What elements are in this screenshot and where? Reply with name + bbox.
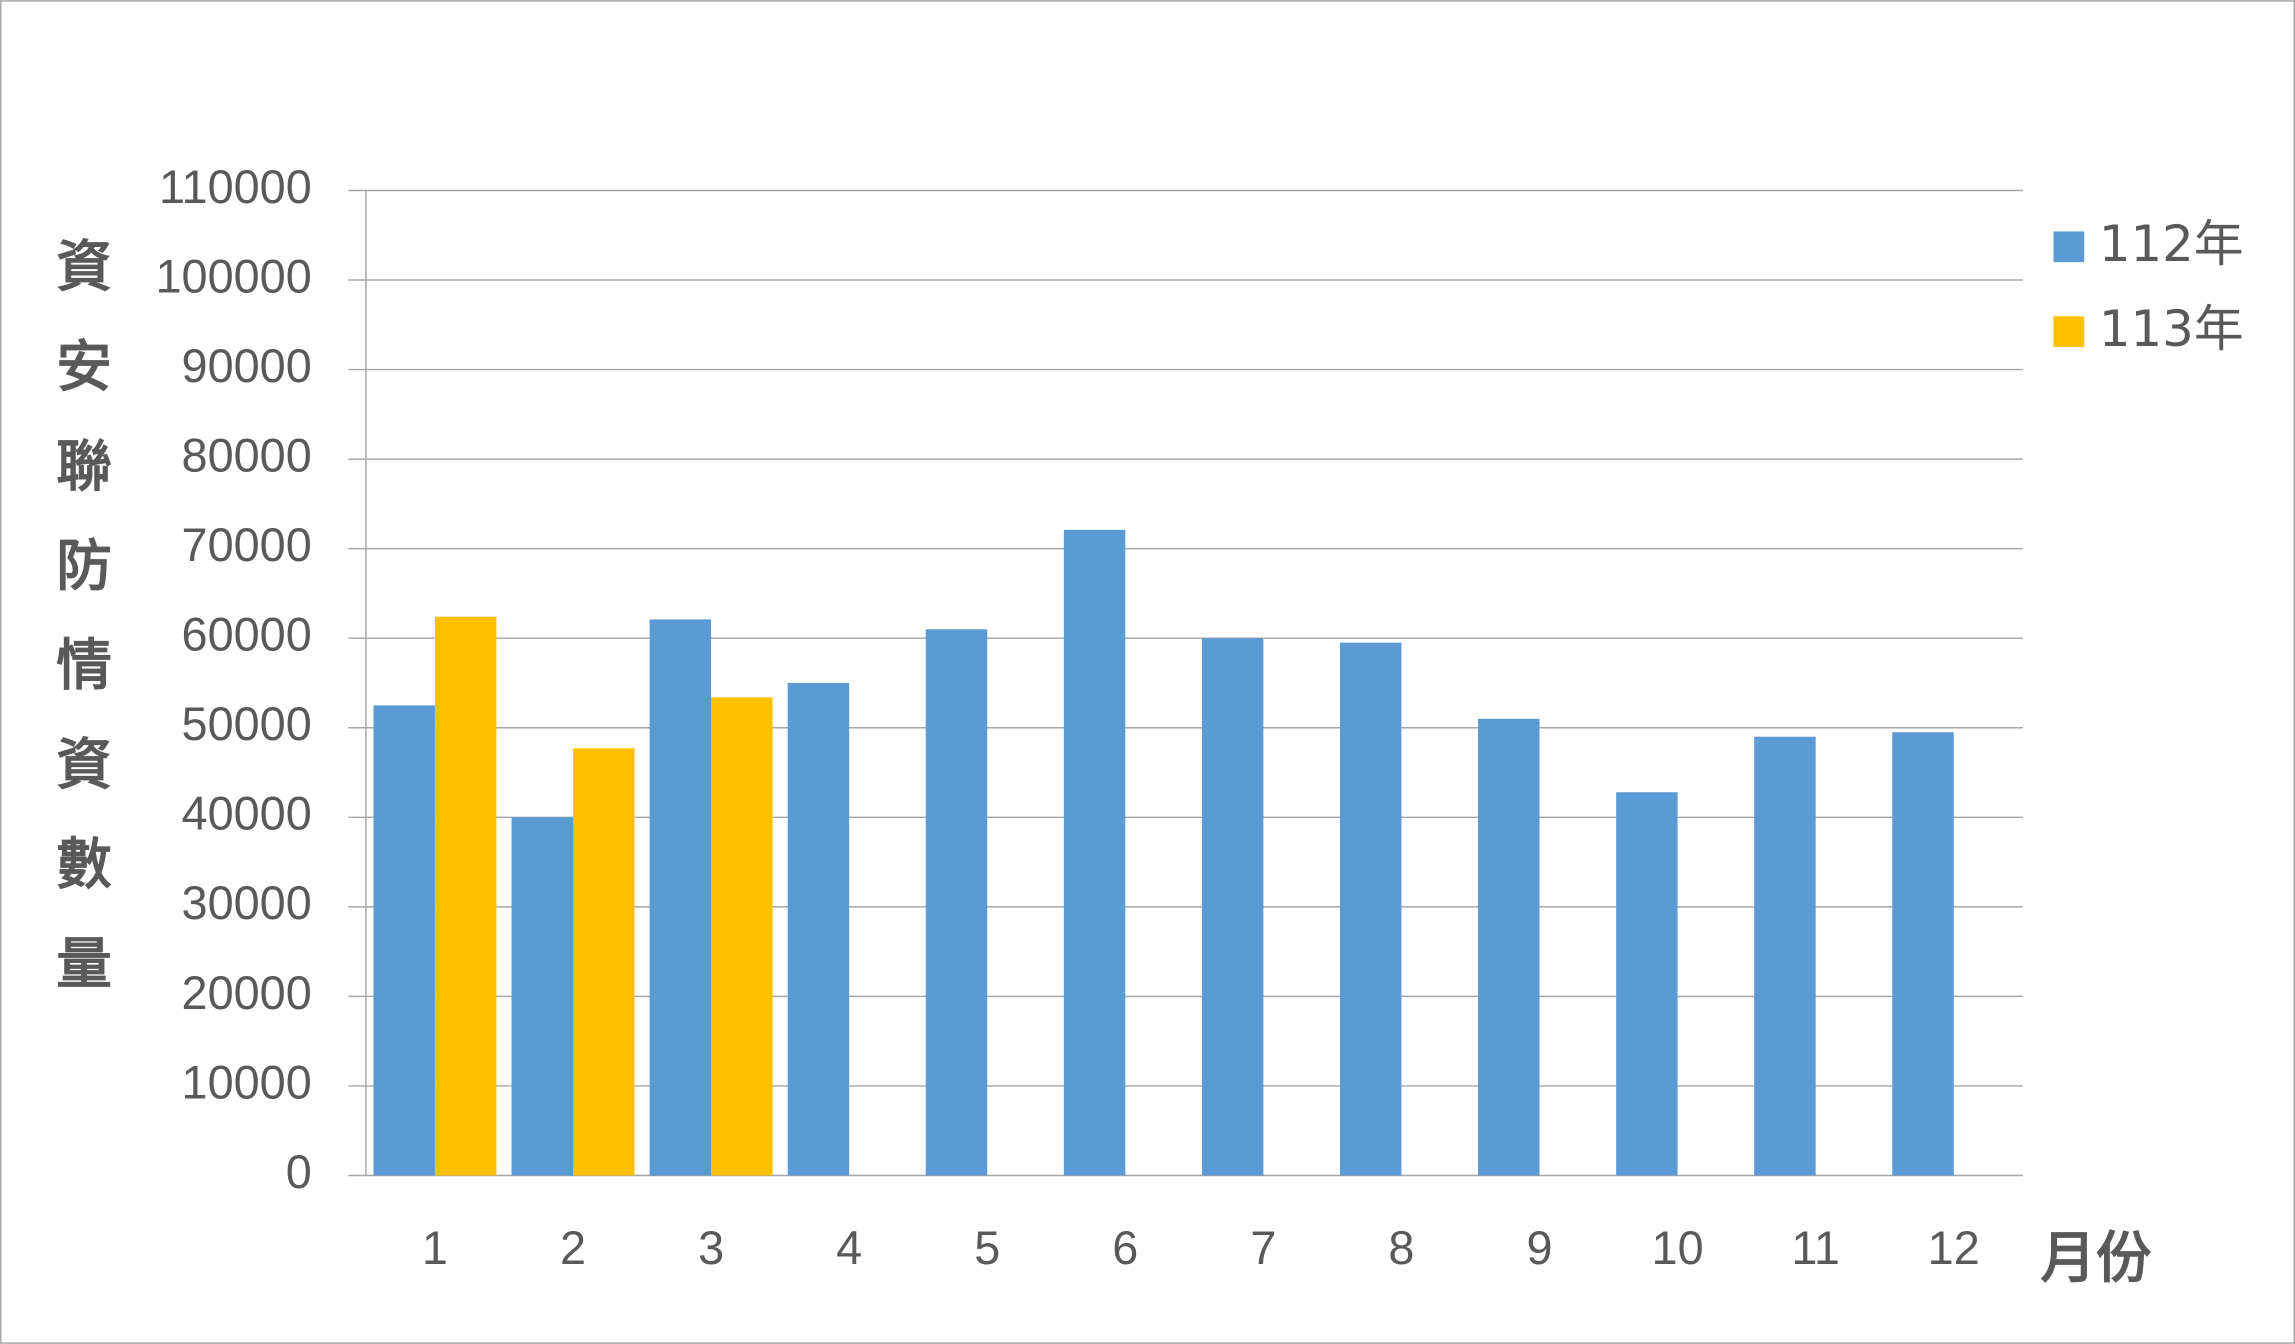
y-tick-label: 90000 xyxy=(182,340,312,392)
y-tick-label: 80000 xyxy=(182,429,312,481)
legend-label: 113年 xyxy=(2099,300,2244,358)
bar xyxy=(1201,638,1264,1176)
y-tick-label: 50000 xyxy=(182,698,312,750)
bar xyxy=(1616,792,1678,1176)
bar xyxy=(511,817,574,1176)
bar xyxy=(1892,732,1954,1176)
legend-swatch xyxy=(2053,231,2085,263)
bar xyxy=(1754,736,1816,1176)
x-tick-label: 11 xyxy=(1791,1222,1840,1274)
y-tick-label: 30000 xyxy=(182,877,312,929)
x-tick-label: 1 xyxy=(422,1222,448,1274)
x-tick-label: 12 xyxy=(1928,1222,1980,1274)
y-axis-title: 資安聯防情資數量 xyxy=(47,237,112,1033)
bar xyxy=(373,705,435,1176)
bar xyxy=(1339,642,1402,1176)
y-tick-label: 10000 xyxy=(182,1056,312,1108)
y-tick-label: 0 xyxy=(286,1146,312,1198)
bar xyxy=(787,682,850,1176)
x-tick-label: 3 xyxy=(698,1222,724,1274)
x-tick-label: 8 xyxy=(1388,1222,1414,1274)
legend-swatch xyxy=(2053,316,2085,348)
bar xyxy=(1063,529,1126,1176)
bar xyxy=(711,697,773,1176)
x-tick-label: 10 xyxy=(1652,1222,1704,1274)
y-tick-label: 100000 xyxy=(155,250,311,302)
y-tick-label: 70000 xyxy=(182,519,312,571)
x-tick-label: 6 xyxy=(1112,1222,1138,1274)
bar xyxy=(573,748,635,1176)
y-tick-label: 20000 xyxy=(182,967,312,1019)
x-tick-label: 2 xyxy=(560,1222,586,1274)
x-tick-label: 9 xyxy=(1526,1222,1552,1274)
bar xyxy=(434,616,497,1176)
y-tick-label: 40000 xyxy=(182,788,312,840)
y-tick-label: 60000 xyxy=(182,609,312,661)
x-tick-label: 4 xyxy=(836,1222,862,1274)
x-axis-title: 月份 xyxy=(2040,1226,2152,1291)
y-tick-label: 110000 xyxy=(159,161,312,213)
x-tick-label: 5 xyxy=(974,1222,1000,1274)
legend-label: 112年 xyxy=(2099,215,2244,273)
x-tick-label: 7 xyxy=(1250,1222,1276,1274)
bar xyxy=(925,629,988,1176)
bar xyxy=(649,619,712,1176)
bar xyxy=(1478,718,1540,1176)
